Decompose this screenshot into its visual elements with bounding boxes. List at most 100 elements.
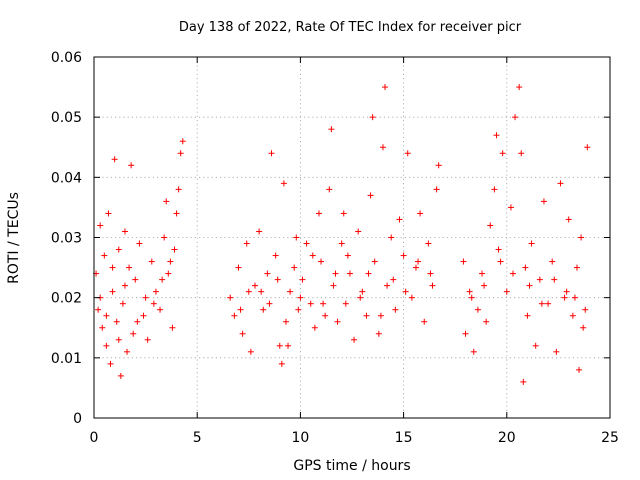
data-point bbox=[536, 276, 543, 283]
data-point bbox=[115, 336, 122, 343]
data-point bbox=[569, 312, 576, 319]
data-point bbox=[421, 318, 428, 325]
data-point bbox=[247, 348, 254, 355]
data-point bbox=[412, 264, 419, 271]
data-point bbox=[404, 150, 411, 157]
data-point bbox=[256, 228, 263, 235]
data-point bbox=[258, 288, 265, 295]
data-point bbox=[239, 330, 246, 337]
data-point bbox=[128, 162, 135, 169]
data-point bbox=[332, 270, 339, 277]
data-point bbox=[115, 246, 122, 253]
data-point bbox=[551, 276, 558, 283]
data-points bbox=[93, 84, 591, 385]
data-point bbox=[134, 318, 141, 325]
data-point bbox=[291, 264, 298, 271]
data-point bbox=[532, 342, 539, 349]
x-axis-label: GPS time / hours bbox=[293, 458, 410, 474]
y-tick-label: 0.01 bbox=[51, 351, 82, 367]
data-point bbox=[499, 150, 506, 157]
data-point bbox=[167, 258, 174, 265]
chart-title: Day 138 of 2022, Rate Of TEC Index for r… bbox=[179, 20, 522, 35]
data-point bbox=[251, 282, 258, 289]
data-point bbox=[371, 258, 378, 265]
data-point bbox=[522, 264, 529, 271]
data-point bbox=[297, 294, 304, 301]
data-point bbox=[367, 192, 374, 199]
data-point bbox=[274, 276, 281, 283]
data-point bbox=[231, 312, 238, 319]
data-point bbox=[359, 288, 366, 295]
data-point bbox=[379, 144, 386, 151]
data-point bbox=[487, 222, 494, 229]
data-point bbox=[309, 252, 316, 259]
x-tick-label: 10 bbox=[291, 430, 309, 446]
data-point bbox=[563, 288, 570, 295]
data-point bbox=[322, 312, 329, 319]
data-point bbox=[415, 258, 422, 265]
data-point bbox=[384, 282, 391, 289]
data-point bbox=[245, 288, 252, 295]
data-point bbox=[235, 264, 242, 271]
data-point bbox=[282, 318, 289, 325]
data-point bbox=[509, 270, 516, 277]
data-point bbox=[396, 216, 403, 223]
data-point bbox=[326, 186, 333, 193]
data-point bbox=[571, 294, 578, 301]
data-point bbox=[293, 234, 300, 241]
y-tick-label: 0.03 bbox=[51, 231, 82, 247]
data-point bbox=[433, 186, 440, 193]
data-point bbox=[417, 210, 424, 217]
data-point bbox=[344, 252, 351, 259]
data-point bbox=[377, 312, 384, 319]
data-point bbox=[101, 252, 108, 259]
data-point bbox=[173, 210, 180, 217]
data-point bbox=[507, 204, 514, 211]
data-point bbox=[462, 330, 469, 337]
data-point bbox=[320, 300, 327, 307]
data-point bbox=[516, 84, 523, 91]
data-point bbox=[287, 288, 294, 295]
data-point bbox=[171, 246, 178, 253]
data-point bbox=[276, 342, 283, 349]
data-point bbox=[388, 234, 395, 241]
data-point bbox=[103, 342, 110, 349]
data-point bbox=[299, 276, 306, 283]
data-point bbox=[113, 318, 120, 325]
data-point bbox=[303, 240, 310, 247]
data-point bbox=[408, 294, 415, 301]
x-tick-label: 20 bbox=[498, 430, 516, 446]
data-point bbox=[561, 294, 568, 301]
data-point bbox=[468, 294, 475, 301]
data-point bbox=[528, 240, 535, 247]
data-point bbox=[272, 252, 279, 259]
x-tick-label: 5 bbox=[193, 430, 202, 446]
data-point bbox=[342, 300, 349, 307]
data-point bbox=[466, 288, 473, 295]
data-point bbox=[524, 312, 531, 319]
data-point bbox=[545, 300, 552, 307]
data-point bbox=[580, 324, 587, 331]
data-point bbox=[330, 282, 337, 289]
y-tick-label: 0 bbox=[73, 411, 82, 427]
data-point bbox=[346, 270, 353, 277]
data-point bbox=[142, 294, 149, 301]
x-tick-label: 25 bbox=[601, 430, 619, 446]
data-point bbox=[390, 276, 397, 283]
data-point bbox=[97, 222, 104, 229]
data-point bbox=[402, 288, 409, 295]
data-point bbox=[295, 306, 302, 313]
data-point bbox=[227, 294, 234, 301]
data-point bbox=[121, 282, 128, 289]
data-point bbox=[520, 378, 527, 385]
data-point bbox=[126, 264, 133, 271]
data-point bbox=[435, 162, 442, 169]
data-point bbox=[99, 324, 106, 331]
data-point bbox=[328, 126, 335, 133]
data-point bbox=[107, 360, 114, 367]
data-point bbox=[338, 240, 345, 247]
data-point bbox=[307, 300, 314, 307]
y-axis-label: ROTI / TECUs bbox=[6, 192, 22, 284]
data-point bbox=[111, 156, 118, 163]
data-point bbox=[311, 324, 318, 331]
